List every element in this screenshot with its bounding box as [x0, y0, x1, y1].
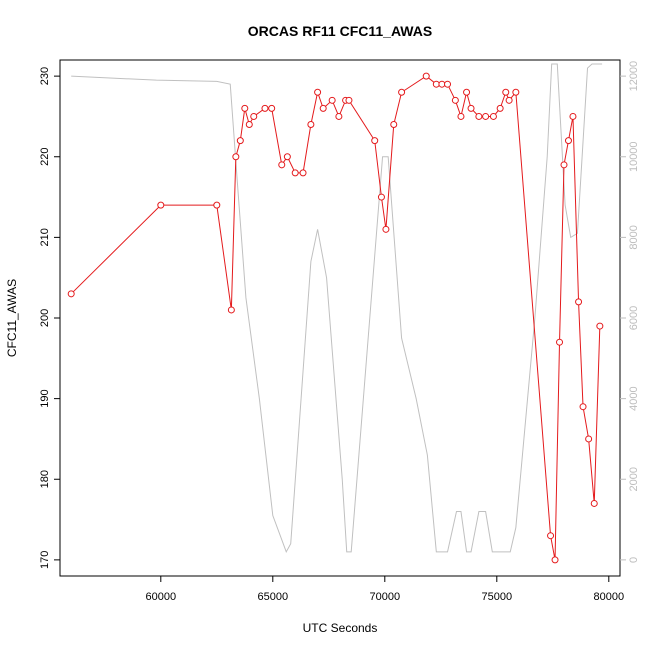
data-point: [241, 104, 249, 112]
data-point: [489, 112, 497, 120]
data-point: [505, 96, 513, 104]
y2-tick-label: 0: [628, 557, 640, 563]
data-point: [328, 96, 336, 104]
y-tick-label: 200: [39, 309, 51, 327]
data-point: [345, 96, 353, 104]
data-point: [157, 201, 165, 209]
x-tick-label: 80000: [594, 591, 625, 603]
data-point: [245, 121, 253, 128]
data-point: [457, 112, 465, 120]
data-point: [227, 306, 235, 314]
data-point: [371, 137, 379, 145]
data-point: [551, 556, 559, 564]
data-point: [496, 104, 504, 112]
data-point: [482, 112, 490, 120]
data-point: [467, 104, 475, 112]
chart-title: ORCAS RF11 CFC11_AWAS: [248, 23, 432, 39]
y2-tick-label: 10000: [628, 141, 640, 172]
primary-series: [67, 72, 604, 564]
y2-tick-label: 6000: [628, 306, 640, 330]
data-point: [512, 88, 520, 96]
data-point: [232, 153, 240, 161]
x-tick-label: 60000: [146, 591, 177, 603]
x-axis: 60000 65000 70000 75000 80000: [146, 576, 625, 603]
data-point: [569, 112, 577, 120]
data-point: [261, 104, 269, 112]
data-point: [299, 169, 307, 177]
data-point: [382, 225, 390, 233]
data-point: [590, 499, 598, 507]
x-tick-label: 75000: [482, 591, 513, 603]
data-point: [278, 161, 286, 169]
y2-tick-label: 2000: [628, 467, 640, 491]
x-tick-label: 70000: [370, 591, 401, 603]
y-tick-label: 180: [39, 470, 51, 488]
data-point: [250, 112, 258, 120]
data-point: [475, 112, 483, 120]
data-point: [390, 121, 398, 128]
y-tick-label: 190: [39, 389, 51, 407]
data-point: [560, 161, 568, 169]
secondary-series: [71, 63, 603, 554]
data-point: [236, 137, 244, 145]
y-axis-label: CFC11_AWAS: [5, 279, 19, 357]
data-point: [585, 435, 593, 443]
data-point: [335, 112, 343, 120]
data-point: [422, 72, 430, 80]
data-point: [291, 169, 299, 177]
secondary-series-line: [71, 63, 603, 554]
x-axis-label: UTC Seconds: [303, 621, 378, 635]
data-point: [213, 201, 221, 209]
x-tick-label: 65000: [258, 591, 289, 603]
data-point: [314, 88, 322, 96]
data-point: [556, 338, 564, 346]
y-axis-left: 170 180 190 200 210 220 230: [39, 67, 60, 569]
data-point: [268, 104, 276, 112]
y-tick-label: 220: [39, 148, 51, 166]
plot-frame: [59, 59, 621, 577]
data-point: [502, 88, 510, 96]
data-point: [307, 121, 315, 128]
y2-tick-label: 12000: [628, 61, 640, 92]
data-point: [444, 80, 452, 88]
y2-tick-label: 4000: [628, 386, 640, 410]
data-point: [463, 88, 471, 96]
data-point: [377, 193, 385, 201]
y-tick-label: 170: [39, 551, 51, 569]
data-point: [564, 137, 572, 145]
data-point: [575, 298, 583, 306]
y2-tick-label: 8000: [628, 225, 640, 249]
data-point: [319, 104, 327, 112]
primary-series-line: [70, 75, 601, 560]
data-point: [283, 153, 291, 161]
data-point: [579, 403, 587, 411]
y-tick-label: 230: [39, 67, 51, 85]
y-tick-label: 210: [39, 228, 51, 246]
data-point: [398, 88, 406, 96]
y-axis-right: 0 2000 4000 6000 8000 10000 12000: [620, 61, 640, 563]
data-point: [596, 322, 604, 330]
data-point: [547, 532, 555, 540]
data-point: [67, 290, 75, 298]
data-point: [451, 96, 459, 104]
